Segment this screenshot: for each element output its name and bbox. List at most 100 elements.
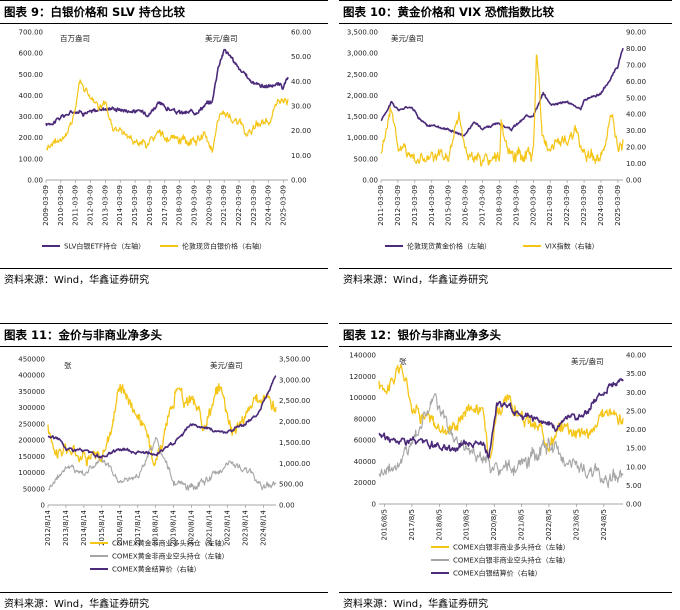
y-right-tick-label: 20.00 (626, 144, 646, 152)
legend-label-2: VIX指数（右轴） (545, 242, 599, 251)
chart-12-figure: 0 20000 40000 60000 80000 100000 120000 140000 0… (349, 352, 646, 578)
chart-10-source-rule (339, 268, 672, 269)
x-tick-label: 2020-03-09 (205, 185, 213, 226)
x-tick-label: 2018/8/5 (435, 509, 443, 540)
x-tick-label: 2022-03-09 (235, 185, 243, 226)
y-left-tick-label: 450000 (18, 356, 45, 364)
chart-9-header: 图表 9：白银价格和 SLV 持仓比较 (0, 0, 328, 24)
x-tick-label: 2017/8/5 (408, 509, 416, 540)
y-left-tick-label: 2,000.00 (347, 92, 378, 100)
y-left-tick-label: 700.00 (19, 29, 44, 37)
unit-right-label: 美元/盎司 (210, 360, 243, 370)
unit-right-label: 美元/盎司 (571, 356, 604, 366)
x-tick-label: 2009-03-09 (42, 185, 50, 226)
unit-left-label: 美元/盎司 (391, 33, 424, 43)
chart-10-figure: 0.00 500.00 1,000.00 1,500.00 2,000.00 2,500.… (347, 29, 646, 251)
y-left-tick-label: 150000 (18, 453, 45, 461)
y-right-tick-label: 35.00 (626, 370, 646, 378)
chart-12-title: 图表 12：银价与非商业净多头 (343, 328, 502, 342)
series-line-1 (380, 48, 624, 137)
x-tick-label: 2025-03-09 (280, 185, 288, 226)
series-line-2 (47, 437, 277, 491)
y-left-tick-label: 20000 (354, 479, 376, 487)
series-line-2 (380, 54, 624, 167)
legend-label-1: 伦敦现货黄金价格（左轴） (407, 242, 491, 251)
x-tick-label: 2014-03-09 (428, 185, 436, 226)
y-left-tick-label: 140000 (349, 352, 376, 360)
x-tick-label: 2016-03-09 (462, 185, 470, 226)
chart-10-title: 图表 10：黄金价格和 VIX 恐慌指数比较 (343, 5, 555, 19)
x-tick-label: 2019-03-09 (190, 185, 198, 226)
y-right-tick-label: 30.00 (626, 127, 646, 135)
y-right-tick-label: 500.00 (279, 481, 304, 489)
x-tick-label: 2014-03-09 (116, 185, 124, 226)
series-line-2 (45, 79, 289, 153)
series-line-2 (378, 393, 624, 489)
y-right-tick-label: 50.00 (291, 53, 311, 61)
x-tick-label: 2025-03-09 (614, 185, 622, 226)
x-tick-label: 2016/8/14 (116, 509, 124, 545)
chart-11-figure: 0 50000 100000 150000 200000 250000 300000 3500… (18, 356, 310, 574)
y-left-tick-label: 0 (41, 502, 45, 510)
y-left-tick-label: 50000 (23, 485, 45, 493)
y-right-tick-label: 3,000.00 (279, 376, 310, 384)
x-tick-label: 2014/8/14 (80, 509, 88, 545)
y-left-tick-label: 350000 (18, 388, 45, 396)
y-right-tick-label: 0.00 (626, 501, 642, 509)
y-right-tick-label: 0.00 (291, 177, 307, 185)
y-left-tick-label: 200.00 (19, 134, 44, 142)
y-left-tick-label: 3,000.00 (347, 50, 378, 58)
x-tick-label: 2015/8/14 (98, 509, 106, 545)
x-tick-label: 2013/8/14 (62, 509, 70, 545)
unit-right-label: 美元/盎司 (205, 33, 238, 43)
y-right-tick-label: 2,000.00 (279, 418, 310, 426)
x-tick-label: 2012/8/14 (44, 509, 52, 545)
y-right-tick-label: 10.00 (291, 152, 311, 160)
y-left-tick-label: 1,500.00 (347, 113, 378, 121)
y-right-tick-label: 30.00 (626, 389, 646, 397)
panel-chart-9: 图表 9：白银价格和 SLV 持仓比较 0.00 100.00 200.00 300.… (0, 0, 328, 290)
legend-label-2: 伦敦现货白银价格（右轴） (182, 242, 266, 251)
x-tick-label: 2017/8/14 (134, 509, 142, 545)
x-tick-label: 2022/8/14 (224, 509, 232, 545)
chart-12-header: 图表 12：银价与非商业净多头 (339, 323, 672, 347)
x-tick-label: 2021-03-09 (220, 185, 228, 226)
x-tick-label: 2011-03-09 (72, 185, 80, 226)
y-right-tick-label: 10.00 (626, 463, 646, 471)
series-line-1 (378, 364, 624, 459)
x-tick-label: 2016-03-09 (146, 185, 154, 226)
x-tick-label: 2020-03-09 (529, 185, 537, 226)
y-left-tick-label: 3,500.00 (347, 29, 378, 37)
legend-label-1: COMEX白银非商业多头持仓（左轴） (453, 543, 570, 552)
chart-9-source-rule (0, 268, 328, 269)
panel-chart-12: 图表 12：银价与非商业净多头 0 20000 40000 60000 80000 100… (339, 323, 672, 610)
y-left-tick-label: 120000 (349, 373, 376, 381)
y-left-tick-label: 0.00 (362, 177, 378, 185)
y-right-tick-label: 70.00 (626, 61, 646, 69)
y-right-tick-label: 80.00 (626, 45, 646, 53)
y-left-tick-label: 400000 (18, 372, 45, 380)
x-tick-label: 2013-03-09 (101, 185, 109, 226)
y-right-tick-label: 1,500.00 (279, 439, 310, 447)
y-right-tick-label: 40.00 (291, 78, 311, 86)
legend-label-3: COMEX白银结算价（右轴） (453, 569, 542, 578)
x-tick-label: 2023/8/14 (241, 509, 249, 545)
y-right-tick-label: 40.00 (626, 352, 646, 360)
chart-11-source: 资料来源：Wind，华鑫证券研究 (4, 599, 150, 610)
y-left-tick-label: 100000 (18, 469, 45, 477)
y-left-tick-label: 0 (372, 501, 376, 509)
y-left-tick-label: 300000 (18, 404, 45, 412)
x-tick-label: 2011-03-09 (377, 185, 385, 226)
x-tick-label: 2021-03-09 (546, 185, 554, 226)
x-tick-label: 2024-03-09 (265, 185, 273, 226)
y-left-tick-label: 600.00 (19, 50, 44, 58)
y-right-tick-label: 10.00 (626, 160, 646, 168)
x-tick-label: 2015-03-09 (445, 185, 453, 226)
y-left-tick-label: 300.00 (19, 113, 44, 121)
y-left-tick-label: 0.00 (27, 177, 43, 185)
x-tick-label: 2021/8/14 (206, 509, 214, 545)
y-right-tick-label: 50.00 (626, 94, 646, 102)
x-tick-label: 2023-03-09 (580, 185, 588, 226)
legend-label-2: COMEX白银非商业空头持仓（左轴） (453, 556, 570, 565)
chart-9-figure: 0.00 100.00 200.00 300.00 400.00 500.00 600.00… (19, 29, 312, 251)
